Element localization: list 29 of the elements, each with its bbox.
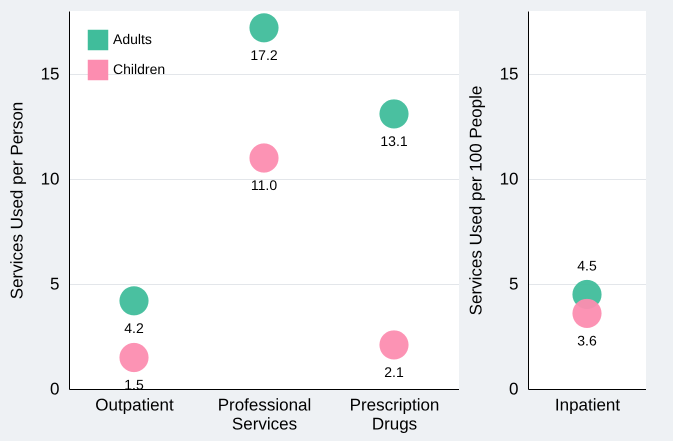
data-label: 4.2 bbox=[124, 320, 144, 336]
y-tick-label: 5 bbox=[509, 274, 518, 294]
y-tick-label: 0 bbox=[509, 380, 518, 398]
point bbox=[119, 342, 149, 372]
y-axis-title: Services Used per 100 People bbox=[466, 86, 486, 316]
point bbox=[119, 286, 149, 316]
y-tick-label: 10 bbox=[40, 170, 60, 188]
point bbox=[379, 99, 409, 128]
x-tick-label: Outpatient bbox=[95, 396, 174, 414]
data-label: 3.6 bbox=[577, 332, 597, 348]
point bbox=[249, 143, 279, 173]
y-tick-label: 15 bbox=[500, 64, 518, 84]
data-label: 13.1 bbox=[380, 132, 408, 149]
y-tick-label: 10 bbox=[500, 170, 518, 188]
y-axis-title: Services Used per Person bbox=[8, 102, 27, 300]
data-label: 11.0 bbox=[250, 177, 278, 193]
point bbox=[379, 330, 409, 360]
legend-label: Adults bbox=[113, 31, 152, 47]
point bbox=[249, 13, 279, 42]
y-tick-label: 15 bbox=[40, 64, 60, 84]
legend-label: Children bbox=[113, 61, 166, 77]
data-label: 4.5 bbox=[577, 258, 597, 274]
y-tick-label: 0 bbox=[50, 380, 60, 398]
y-tick-label: 5 bbox=[50, 274, 60, 294]
data-label: 17.2 bbox=[250, 46, 278, 63]
data-label: 2.1 bbox=[384, 364, 404, 380]
x-tick-label: Prescription Drugs bbox=[350, 396, 440, 434]
x-tick-label: Inpatient bbox=[554, 396, 620, 414]
x-tick-label: Professional Services bbox=[218, 396, 312, 434]
